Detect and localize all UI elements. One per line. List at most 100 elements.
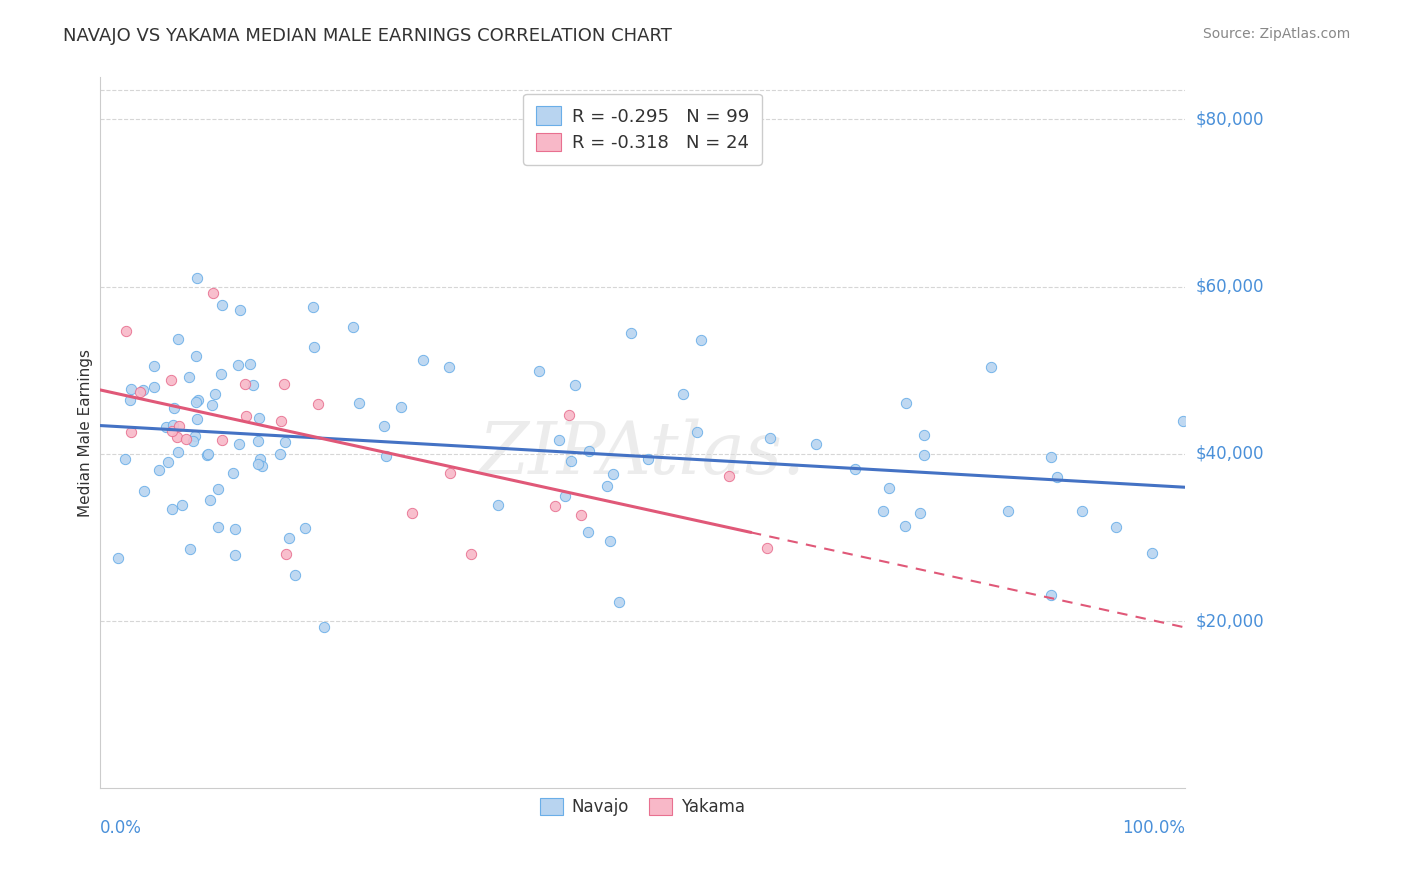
Point — [314, 620, 336, 634]
Point — [269, 447, 291, 461]
Text: ZIPAtlas.: ZIPAtlas. — [479, 419, 806, 490]
Point — [557, 408, 579, 422]
Point — [671, 387, 693, 401]
Point — [912, 428, 935, 442]
Point — [160, 502, 183, 516]
Point — [718, 469, 741, 483]
Point — [249, 451, 271, 466]
Point — [235, 409, 257, 424]
Point — [224, 523, 246, 537]
Point — [229, 303, 252, 318]
Text: Source: ZipAtlas.com: Source: ZipAtlas.com — [1202, 27, 1350, 41]
Point — [1142, 546, 1164, 560]
Text: 100.0%: 100.0% — [1122, 819, 1185, 837]
Point — [167, 445, 190, 459]
Point — [607, 595, 630, 609]
Point — [177, 369, 200, 384]
Point — [195, 448, 218, 462]
Point — [302, 340, 325, 354]
Y-axis label: Median Male Earnings: Median Male Earnings — [79, 349, 93, 516]
Point — [342, 320, 364, 334]
Point — [155, 419, 177, 434]
Point — [167, 418, 190, 433]
Point — [544, 500, 567, 514]
Text: $60,000: $60,000 — [1197, 277, 1264, 295]
Point — [239, 357, 262, 371]
Point — [347, 396, 370, 410]
Point — [246, 434, 269, 448]
Point — [132, 384, 155, 398]
Point — [389, 400, 412, 414]
Point — [437, 360, 460, 375]
Point — [187, 393, 209, 408]
Text: 0.0%: 0.0% — [100, 819, 142, 837]
Point — [274, 435, 297, 450]
Point — [247, 411, 270, 425]
Point — [373, 418, 395, 433]
Point — [375, 449, 398, 463]
Point — [569, 508, 592, 522]
Point — [527, 364, 550, 378]
Text: $40,000: $40,000 — [1197, 445, 1264, 463]
Point — [894, 396, 917, 410]
Point — [596, 479, 619, 493]
Point — [233, 377, 256, 392]
Point — [894, 519, 917, 533]
Point — [759, 430, 782, 444]
Point — [560, 454, 582, 468]
Point — [806, 436, 828, 450]
Point — [129, 384, 152, 399]
Point — [578, 444, 600, 458]
Point — [174, 432, 197, 446]
Point — [1046, 470, 1069, 484]
Point — [242, 378, 264, 392]
Point — [148, 463, 170, 477]
Point — [198, 492, 221, 507]
Point — [142, 359, 165, 373]
Point — [207, 520, 229, 534]
Point — [228, 437, 250, 451]
Point — [204, 386, 226, 401]
Point — [274, 547, 297, 561]
Point — [439, 466, 461, 480]
Point — [162, 424, 184, 438]
Point — [134, 484, 156, 499]
Point — [114, 451, 136, 466]
Point — [166, 429, 188, 443]
Point — [547, 433, 569, 447]
Point — [247, 458, 270, 472]
Point — [486, 498, 509, 512]
Point — [179, 541, 201, 556]
Point — [273, 377, 295, 392]
Point — [1040, 450, 1063, 464]
Point — [211, 433, 233, 447]
Point — [1171, 414, 1194, 428]
Point — [844, 461, 866, 475]
Point — [207, 482, 229, 496]
Text: $80,000: $80,000 — [1197, 111, 1264, 128]
Point — [211, 298, 233, 312]
Point — [307, 397, 329, 411]
Point — [284, 567, 307, 582]
Point — [184, 429, 207, 443]
Text: NAVAJO VS YAKAMA MEDIAN MALE EARNINGS CORRELATION CHART: NAVAJO VS YAKAMA MEDIAN MALE EARNINGS CO… — [63, 27, 672, 45]
Point — [756, 541, 779, 555]
Point — [602, 467, 624, 481]
Point — [1039, 588, 1062, 602]
Point — [690, 334, 713, 348]
Point — [222, 466, 245, 480]
Point — [162, 418, 184, 433]
Point — [460, 547, 482, 561]
Point — [115, 324, 138, 338]
Point — [120, 425, 142, 439]
Point — [1105, 520, 1128, 534]
Text: $20,000: $20,000 — [1197, 612, 1264, 630]
Legend: Navajo, Yakama: Navajo, Yakama — [533, 791, 751, 822]
Point — [120, 393, 142, 408]
Point — [186, 270, 208, 285]
Point — [997, 503, 1019, 517]
Point — [980, 360, 1002, 375]
Point — [912, 448, 935, 462]
Point — [167, 332, 190, 346]
Point — [202, 285, 225, 300]
